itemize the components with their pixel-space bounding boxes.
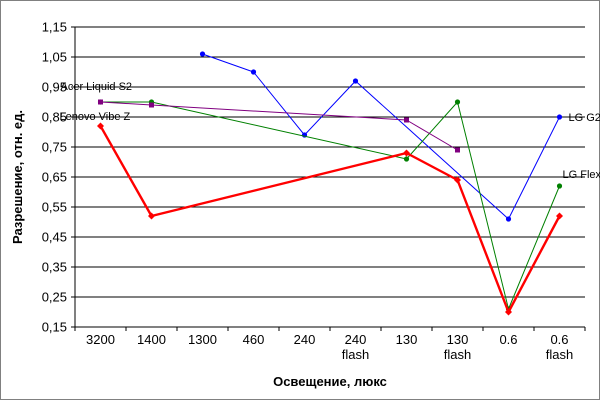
point-lenovo-vibe-z — [454, 176, 461, 184]
series-label-acer-liquid-s2: Acer Liquid S2 — [61, 81, 133, 93]
x-tick-label: 240 — [294, 332, 316, 347]
point-lg-flex — [403, 156, 410, 162]
series-label-lenovo-vibe-z: Lenovo Vibe Z — [60, 111, 131, 123]
series-line-lg-flex — [100, 101, 560, 310]
point-lg-g2 — [556, 114, 563, 120]
y-tick-label: 0,55 — [42, 200, 67, 215]
point-lenovo-vibe-z — [505, 308, 512, 316]
series-group — [97, 51, 563, 316]
series-line-lenovo-vibe-z — [99, 125, 561, 314]
gridlines — [75, 26, 585, 328]
point-lg-flex — [556, 183, 563, 189]
y-tick-label: 0,25 — [42, 290, 67, 305]
x-tick-label: 3200 — [86, 332, 115, 347]
y-tick-label: 0,95 — [42, 80, 67, 95]
x-tick-label: 130 flash — [444, 332, 471, 362]
y-tick-label: 0,15 — [42, 320, 67, 335]
point-lg-g2 — [352, 78, 359, 84]
series-label-lg-flex: LG Flex — [563, 169, 600, 181]
point-lenovo-vibe-z — [556, 212, 563, 220]
x-axis-title: Освещение, люкс — [273, 374, 387, 389]
series-line-acer-liquid-s2 — [100, 101, 458, 151]
point-lenovo-vibe-z — [148, 212, 155, 220]
y-tick-label: 0,75 — [42, 140, 67, 155]
series-labels: LG G2 LG Flex Acer Liquid S2 Lenovo Vibe Z — [60, 81, 600, 181]
x-tick-label: 1400 — [137, 332, 166, 347]
point-acer-liquid-s2 — [149, 102, 154, 108]
series-line-lg-g2 — [202, 53, 560, 220]
x-tick-label: 0.6 — [499, 332, 517, 347]
y-axis-title: Разрешение, отн. ед. — [10, 110, 25, 244]
point-lg-g2 — [250, 69, 257, 75]
x-tick-labels: 3200 1400 1300 460 240 240 flash 130 130 flash 0.6… — [86, 332, 573, 362]
point-acer-liquid-s2 — [404, 117, 409, 123]
y-tick-label: 0,35 — [42, 260, 67, 275]
point-lg-flex — [454, 99, 461, 105]
point-lg-g2 — [505, 216, 512, 222]
x-tick-label: 240 flash — [342, 332, 369, 362]
x-tick-label: 0.6 flash — [546, 332, 573, 362]
y-tick-label: 0,45 — [42, 230, 67, 245]
y-tick-label: 1,15 — [42, 20, 67, 35]
y-tick-label: 0,65 — [42, 170, 67, 185]
x-tick-label: 460 — [243, 332, 265, 347]
x-tick-label: 130 — [396, 332, 418, 347]
point-lenovo-vibe-z — [403, 149, 410, 157]
y-tick-label: 0,85 — [42, 110, 67, 125]
point-acer-liquid-s2 — [455, 147, 460, 153]
y-tick-label: 1,05 — [42, 50, 67, 65]
y-tick-labels: 0,15 0,25 0,35 0,45 0,55 0,65 0,75 0,85 0,95 1,05… — [42, 20, 67, 335]
point-lg-g2 — [199, 51, 206, 57]
point-acer-liquid-s2 — [98, 99, 103, 105]
axes — [71, 26, 586, 331]
point-lenovo-vibe-z — [97, 122, 104, 130]
x-tick-label: 1300 — [188, 332, 217, 347]
series-label-lg-g2: LG G2 — [569, 112, 600, 124]
